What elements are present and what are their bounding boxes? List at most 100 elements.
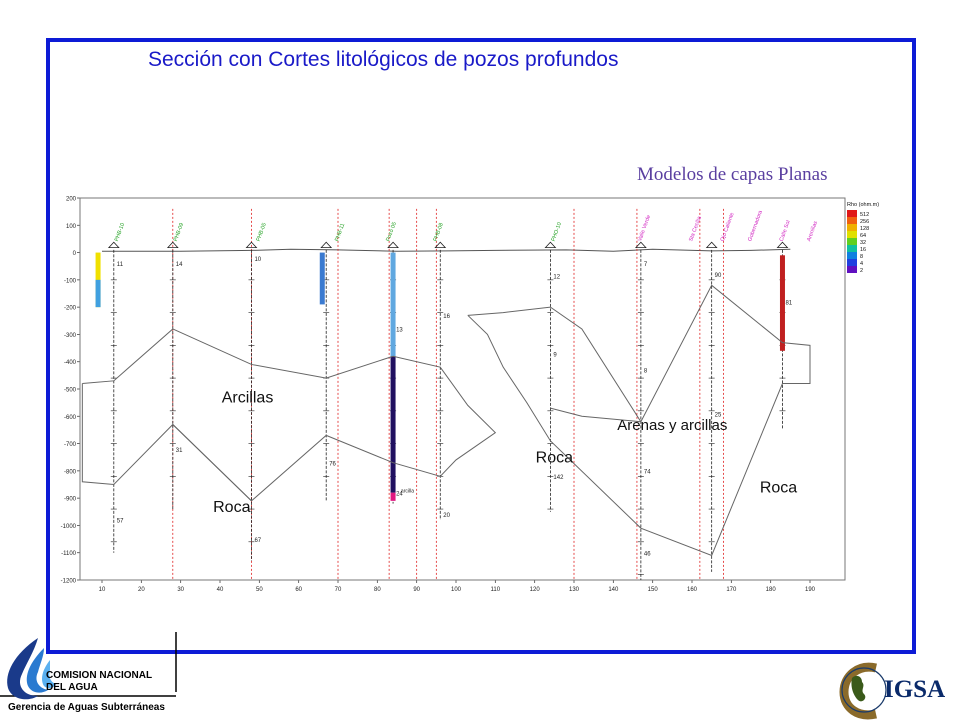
legend-swatch (847, 217, 857, 224)
well-head-icon (776, 241, 789, 249)
unit-label: Roca (213, 499, 250, 516)
org-name-line2: DEL AGUA (46, 682, 98, 693)
well-label: PHB-11 (334, 223, 346, 243)
well-head-icon (544, 241, 557, 249)
lithology-column (390, 252, 396, 357)
legend-value: 512 (860, 212, 869, 218)
slide-frame (46, 38, 916, 654)
y-tick-label: -1000 (61, 524, 77, 530)
contact-line (467, 284, 811, 557)
section-border (79, 197, 846, 581)
legend-swatch (847, 210, 857, 217)
wells: PHB-10 PHB-09 PHB-05 PHB-11 Pozo 05 PHB-08 PHO… (95, 209, 819, 580)
well-head-icon (705, 241, 718, 249)
well-head-icon (166, 241, 179, 249)
y-tick-label: -1100 (61, 551, 77, 557)
depth-label: 67 (254, 538, 261, 544)
model-subtitle: Modelos de capas Planas (637, 164, 828, 185)
x-tick-label: 60 (295, 587, 302, 593)
well-label: PHB-10 (114, 222, 126, 242)
y-tick-label: -600 (64, 415, 77, 421)
well-label: Valle Verde (637, 214, 652, 242)
y-tick-label: -900 (64, 497, 77, 503)
well-head-icon (434, 241, 447, 249)
y-tick-label: 200 (66, 197, 77, 203)
contact-line (81, 328, 497, 502)
y-axis: 200 100 0 -100 -200 -300 -400 -500 -600 -700 -800 -… (61, 197, 80, 585)
y-tick-label: 100 (66, 224, 77, 230)
depth-label: 12 (553, 274, 560, 280)
depth-label: 10 (254, 257, 261, 263)
slide-title: Sección con Cortes litológicos de pozos … (148, 48, 619, 71)
well-label: Calle Sol (779, 220, 792, 243)
legend-value: 4 (860, 261, 863, 267)
x-tick-label: 70 (335, 587, 342, 593)
depth-label: 9 (553, 352, 557, 358)
lithology-column (779, 255, 785, 351)
well-head-icon (387, 241, 399, 249)
x-tick-label: 40 (217, 587, 224, 593)
legend-value: 256 (860, 219, 869, 225)
legend-value: 64 (860, 233, 866, 239)
depth-label: 142 (553, 475, 564, 481)
depth-label: 11 (117, 262, 124, 268)
depth-label: 81 (785, 300, 792, 306)
legend-swatch (847, 259, 857, 266)
legend-swatch (847, 224, 857, 231)
well-label: Gobernadora (747, 209, 764, 242)
legend-swatch (847, 231, 857, 238)
depth-label: 24 (396, 491, 403, 497)
y-tick-label: -800 (64, 469, 77, 475)
depth-label: 25 (715, 412, 722, 418)
x-tick-label: 90 (413, 587, 420, 593)
legend-value: 2 (860, 268, 863, 274)
x-tick-label: 160 (687, 587, 698, 593)
well-head-icon (245, 241, 258, 249)
depth-label: 74 (644, 470, 651, 476)
unit-label: Roca (760, 480, 797, 497)
contact-line (550, 407, 641, 423)
water-drop-icon (0, 632, 177, 700)
lithology-column (390, 492, 396, 501)
depth-label: 31 (176, 448, 183, 454)
x-tick-label: 170 (726, 587, 737, 593)
x-tick-label: 20 (138, 587, 145, 593)
x-tick-label: 130 (569, 587, 580, 593)
igsa-text: IGSA (884, 676, 946, 703)
well-head-icon (634, 241, 647, 249)
y-tick-label: -100 (64, 278, 77, 284)
legend-swatch (847, 238, 857, 245)
unit-label: Roca (536, 450, 573, 467)
legend-value: 128 (860, 226, 869, 232)
well-label: PHB-09 (173, 222, 185, 242)
y-tick-label: -300 (64, 333, 77, 339)
depth-label: 90 (715, 273, 722, 279)
y-tick-label: -500 (64, 388, 77, 394)
globe-icon (839, 662, 887, 720)
well-label: Sta Cecilia (688, 215, 703, 243)
depth-label: 7 (644, 262, 648, 268)
contact-line (172, 424, 252, 502)
x-tick-label: 80 (374, 587, 381, 593)
unit-label: Arenas y arcillas (617, 417, 727, 434)
y-tick-label: -1200 (61, 579, 77, 585)
x-tick-label: 150 (648, 587, 659, 593)
y-tick-label: -200 (64, 306, 77, 312)
contact-lines (81, 284, 811, 557)
legend-swatch (847, 266, 857, 273)
x-tick-label: 100 (451, 587, 462, 593)
y-tick-label: 0 (73, 251, 77, 257)
x-axis: 10 20 30 40 50 60 70 80 90 100 110 120 130 140 150 160 1… (99, 580, 816, 593)
conagua-logo: COMISION NACIONAL DEL AGUA Gerencia de A… (0, 630, 210, 720)
department-name: Gerencia de Aguas Subterráneas (8, 702, 165, 713)
unit-labels: Arcillas Roca Roca Arenas y arcillas Roca arc… (213, 390, 797, 516)
depth-label: 20 (443, 513, 450, 519)
surface-line (102, 248, 791, 252)
x-tick-label: 30 (177, 587, 184, 593)
depth-label: 57 (117, 519, 124, 525)
ground-surface (102, 248, 791, 252)
y-tick-label: -400 (64, 360, 77, 366)
igsa-logo: IGSA (838, 660, 960, 720)
well-label: PHB-05 (256, 222, 268, 242)
